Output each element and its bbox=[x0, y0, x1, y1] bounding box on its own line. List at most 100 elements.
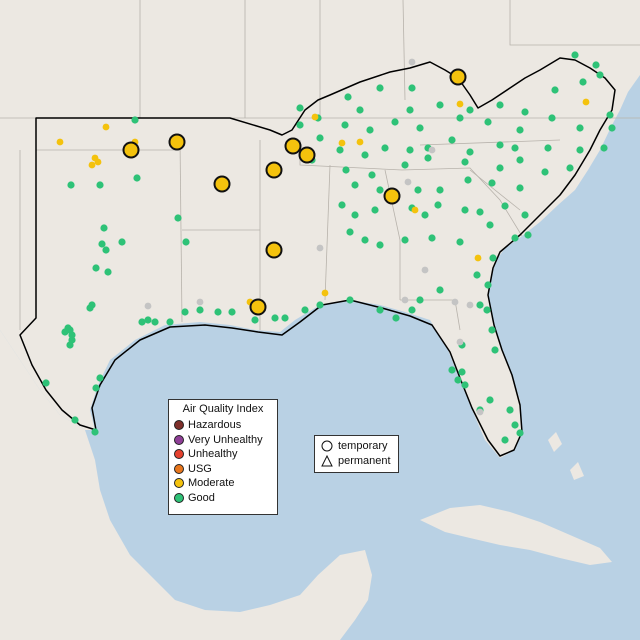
good-monitor-marker[interactable] bbox=[524, 231, 532, 239]
good-monitor-marker[interactable] bbox=[346, 296, 354, 304]
good-monitor-marker[interactable] bbox=[341, 121, 349, 129]
good-monitor-marker[interactable] bbox=[489, 254, 497, 262]
good-monitor-marker[interactable] bbox=[448, 136, 456, 144]
good-monitor-marker[interactable] bbox=[361, 151, 369, 159]
good-monitor-marker[interactable] bbox=[416, 296, 424, 304]
no-data-monitor-marker[interactable] bbox=[466, 301, 474, 309]
temporary-monitor-marker[interactable] bbox=[168, 133, 186, 151]
good-monitor-marker[interactable] bbox=[521, 108, 529, 116]
no-data-monitor-marker[interactable] bbox=[476, 408, 484, 416]
good-monitor-marker[interactable] bbox=[100, 224, 108, 232]
good-monitor-marker[interactable] bbox=[496, 164, 504, 172]
moderate-monitor-marker[interactable] bbox=[356, 138, 364, 146]
good-monitor-marker[interactable] bbox=[466, 148, 474, 156]
good-monitor-marker[interactable] bbox=[511, 144, 519, 152]
good-monitor-marker[interactable] bbox=[391, 118, 399, 126]
good-monitor-marker[interactable] bbox=[511, 421, 519, 429]
good-monitor-marker[interactable] bbox=[421, 211, 429, 219]
good-monitor-marker[interactable] bbox=[461, 381, 469, 389]
moderate-monitor-marker[interactable] bbox=[411, 206, 419, 214]
good-monitor-marker[interactable] bbox=[133, 174, 141, 182]
good-monitor-marker[interactable] bbox=[424, 154, 432, 162]
good-monitor-marker[interactable] bbox=[488, 326, 496, 334]
good-monitor-marker[interactable] bbox=[576, 146, 584, 154]
good-monitor-marker[interactable] bbox=[401, 161, 409, 169]
good-monitor-marker[interactable] bbox=[104, 268, 112, 276]
temporary-monitor-marker[interactable] bbox=[122, 141, 140, 159]
good-monitor-marker[interactable] bbox=[214, 308, 222, 316]
good-monitor-marker[interactable] bbox=[600, 144, 608, 152]
no-data-monitor-marker[interactable] bbox=[144, 302, 152, 310]
no-data-monitor-marker[interactable] bbox=[421, 266, 429, 274]
temporary-monitor-marker[interactable] bbox=[265, 241, 283, 259]
good-monitor-marker[interactable] bbox=[473, 271, 481, 279]
good-monitor-marker[interactable] bbox=[544, 144, 552, 152]
moderate-monitor-marker[interactable] bbox=[94, 158, 102, 166]
good-monitor-marker[interactable] bbox=[566, 164, 574, 172]
good-monitor-marker[interactable] bbox=[458, 368, 466, 376]
good-monitor-marker[interactable] bbox=[376, 241, 384, 249]
good-monitor-marker[interactable] bbox=[501, 436, 509, 444]
temporary-monitor-marker[interactable] bbox=[284, 137, 302, 155]
moderate-monitor-marker[interactable] bbox=[102, 123, 110, 131]
good-monitor-marker[interactable] bbox=[436, 286, 444, 294]
good-monitor-marker[interactable] bbox=[466, 106, 474, 114]
good-monitor-marker[interactable] bbox=[281, 314, 289, 322]
good-monitor-marker[interactable] bbox=[316, 301, 324, 309]
good-monitor-marker[interactable] bbox=[61, 328, 69, 336]
good-monitor-marker[interactable] bbox=[346, 228, 354, 236]
moderate-monitor-marker[interactable] bbox=[56, 138, 64, 146]
good-monitor-marker[interactable] bbox=[401, 236, 409, 244]
temporary-monitor-marker[interactable] bbox=[249, 298, 267, 316]
good-monitor-marker[interactable] bbox=[67, 181, 75, 189]
good-monitor-marker[interactable] bbox=[151, 318, 159, 326]
good-monitor-marker[interactable] bbox=[376, 306, 384, 314]
good-monitor-marker[interactable] bbox=[456, 114, 464, 122]
good-monitor-marker[interactable] bbox=[182, 238, 190, 246]
good-monitor-marker[interactable] bbox=[376, 186, 384, 194]
good-monitor-marker[interactable] bbox=[316, 134, 324, 142]
good-monitor-marker[interactable] bbox=[88, 301, 96, 309]
moderate-monitor-marker[interactable] bbox=[311, 113, 319, 121]
good-monitor-marker[interactable] bbox=[166, 318, 174, 326]
good-monitor-marker[interactable] bbox=[381, 144, 389, 152]
moderate-monitor-marker[interactable] bbox=[582, 98, 590, 106]
temporary-monitor-marker[interactable] bbox=[298, 146, 316, 164]
good-monitor-marker[interactable] bbox=[144, 316, 152, 324]
good-monitor-marker[interactable] bbox=[606, 111, 614, 119]
good-monitor-marker[interactable] bbox=[484, 281, 492, 289]
temporary-monitor-marker[interactable] bbox=[213, 175, 231, 193]
good-monitor-marker[interactable] bbox=[576, 124, 584, 132]
good-monitor-marker[interactable] bbox=[551, 86, 559, 94]
good-monitor-marker[interactable] bbox=[118, 238, 126, 246]
temporary-monitor-marker[interactable] bbox=[383, 187, 401, 205]
good-monitor-marker[interactable] bbox=[416, 124, 424, 132]
good-monitor-marker[interactable] bbox=[376, 84, 384, 92]
good-monitor-marker[interactable] bbox=[131, 116, 139, 124]
good-monitor-marker[interactable] bbox=[476, 301, 484, 309]
good-monitor-marker[interactable] bbox=[483, 306, 491, 314]
good-monitor-marker[interactable] bbox=[66, 341, 74, 349]
good-monitor-marker[interactable] bbox=[592, 61, 600, 69]
good-monitor-marker[interactable] bbox=[96, 374, 104, 382]
good-monitor-marker[interactable] bbox=[174, 214, 182, 222]
good-monitor-marker[interactable] bbox=[406, 146, 414, 154]
good-monitor-marker[interactable] bbox=[571, 51, 579, 59]
good-monitor-marker[interactable] bbox=[368, 171, 376, 179]
good-monitor-marker[interactable] bbox=[516, 429, 524, 437]
good-monitor-marker[interactable] bbox=[271, 314, 279, 322]
good-monitor-marker[interactable] bbox=[196, 306, 204, 314]
good-monitor-marker[interactable] bbox=[511, 234, 519, 242]
good-monitor-marker[interactable] bbox=[344, 93, 352, 101]
no-data-monitor-marker[interactable] bbox=[196, 298, 204, 306]
good-monitor-marker[interactable] bbox=[608, 124, 616, 132]
good-monitor-marker[interactable] bbox=[476, 208, 484, 216]
good-monitor-marker[interactable] bbox=[392, 314, 400, 322]
good-monitor-marker[interactable] bbox=[92, 264, 100, 272]
good-monitor-marker[interactable] bbox=[596, 71, 604, 79]
good-monitor-marker[interactable] bbox=[436, 101, 444, 109]
temporary-monitor-marker[interactable] bbox=[265, 161, 283, 179]
good-monitor-marker[interactable] bbox=[138, 318, 146, 326]
good-monitor-marker[interactable] bbox=[521, 211, 529, 219]
good-monitor-marker[interactable] bbox=[342, 166, 350, 174]
